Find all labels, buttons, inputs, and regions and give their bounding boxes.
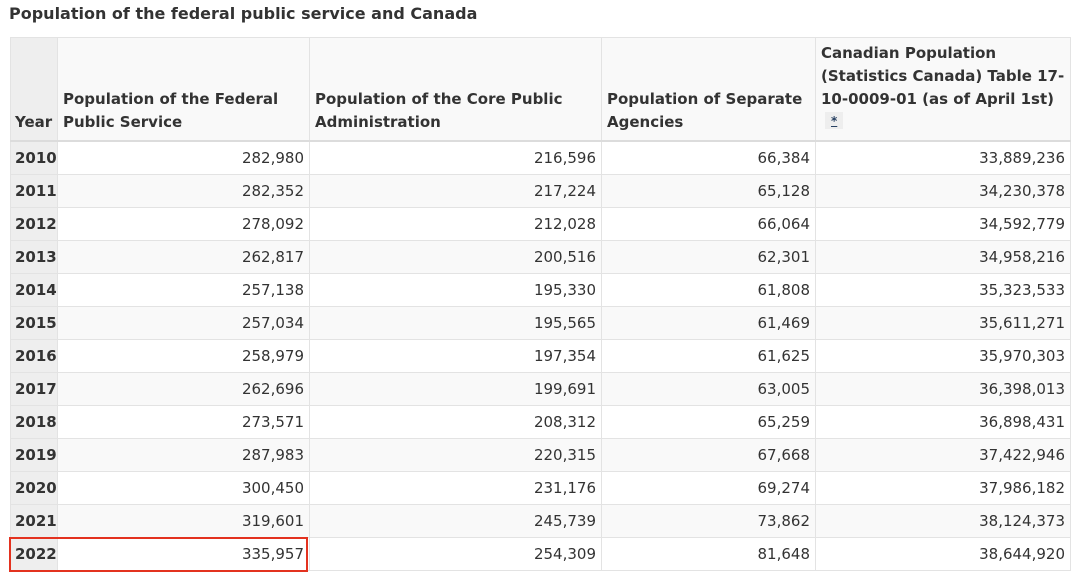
cell-separate-agencies: 69,274 [601,470,816,505]
column-header-core-public-administration: Population of the Core Public Administra… [309,37,602,142]
column-header-federal-public-service: Population of the Federal Public Service [57,37,310,142]
cell-canadian-population: 33,889,236 [815,140,1071,175]
cell-federal-public-service: 257,138 [57,272,310,307]
cell-federal-public-service: 335,957 [57,536,310,571]
row-year: 2013 [10,239,58,274]
population-table: Year Population of the Federal Public Se… [10,37,1071,571]
cell-core-public-administration: 195,565 [309,305,602,340]
column-header-year: Year [10,37,58,142]
cell-canadian-population: 36,898,431 [815,404,1071,439]
header-row: Year Population of the Federal Public Se… [10,37,1071,142]
cell-federal-public-service: 258,979 [57,338,310,373]
cell-separate-agencies: 67,668 [601,437,816,472]
cell-federal-public-service: 319,601 [57,503,310,538]
cell-core-public-administration: 216,596 [309,140,602,175]
cell-federal-public-service: 262,817 [57,239,310,274]
cell-canadian-population: 38,644,920 [815,536,1071,571]
cell-federal-public-service: 282,980 [57,140,310,175]
population-table-container: Year Population of the Federal Public Se… [10,37,1071,571]
cell-federal-public-service: 262,696 [57,371,310,406]
table-row: 2015 257,034 195,565 61,469 35,611,271 [10,305,1071,340]
table-row: 2011 282,352 217,224 65,128 34,230,378 [10,173,1071,208]
cell-separate-agencies: 65,128 [601,173,816,208]
cell-federal-public-service: 273,571 [57,404,310,439]
cell-canadian-population: 35,611,271 [815,305,1071,340]
table-row: 2021 319,601 245,739 73,862 38,124,373 [10,503,1071,538]
cell-core-public-administration: 199,691 [309,371,602,406]
cell-canadian-population: 36,398,013 [815,371,1071,406]
row-year: 2010 [10,140,58,175]
row-year: 2011 [10,173,58,208]
cell-core-public-administration: 200,516 [309,239,602,274]
table-row: 2013 262,817 200,516 62,301 34,958,216 [10,239,1071,274]
table-row: 2018 273,571 208,312 65,259 36,898,431 [10,404,1071,439]
row-year: 2020 [10,470,58,505]
cell-core-public-administration: 208,312 [309,404,602,439]
table-header: Year Population of the Federal Public Se… [10,37,1071,142]
row-year: 2012 [10,206,58,241]
cell-canadian-population: 34,958,216 [815,239,1071,274]
row-year: 2021 [10,503,58,538]
cell-core-public-administration: 197,354 [309,338,602,373]
cell-canadian-population: 37,422,946 [815,437,1071,472]
table-body: 2010 282,980 216,596 66,384 33,889,236 2011 28… [10,140,1071,571]
row-year: 2017 [10,371,58,406]
cell-core-public-administration: 217,224 [309,173,602,208]
cell-separate-agencies: 61,625 [601,338,816,373]
cell-separate-agencies: 61,808 [601,272,816,307]
table-row: 2020 300,450 231,176 69,274 37,986,182 [10,470,1071,505]
row-year: 2018 [10,404,58,439]
cell-canadian-population: 35,323,533 [815,272,1071,307]
table-row: 2017 262,696 199,691 63,005 36,398,013 [10,371,1071,406]
table-row: 2019 287,983 220,315 67,668 37,422,946 [10,437,1071,472]
table-row: 2022 335,957 254,309 81,648 38,644,920 [10,536,1071,571]
table-row: 2014 257,138 195,330 61,808 35,323,533 [10,272,1071,307]
cell-core-public-administration: 220,315 [309,437,602,472]
cell-federal-public-service: 282,352 [57,173,310,208]
table-row: 2010 282,980 216,596 66,384 33,889,236 [10,140,1071,175]
cell-federal-public-service: 300,450 [57,470,310,505]
table-caption: Population of the federal public service… [9,4,478,23]
cell-federal-public-service: 287,983 [57,437,310,472]
cell-canadian-population: 37,986,182 [815,470,1071,505]
row-year: 2014 [10,272,58,307]
cell-canadian-population: 34,230,378 [815,173,1071,208]
footnote-link[interactable]: * [825,112,844,129]
cell-core-public-administration: 195,330 [309,272,602,307]
cell-separate-agencies: 61,469 [601,305,816,340]
row-year: 2015 [10,305,58,340]
cell-canadian-population: 35,970,303 [815,338,1071,373]
cell-separate-agencies: 81,648 [601,536,816,571]
row-year: 2022 [10,536,58,571]
cell-separate-agencies: 73,862 [601,503,816,538]
table-row: 2016 258,979 197,354 61,625 35,970,303 [10,338,1071,373]
cell-separate-agencies: 62,301 [601,239,816,274]
cell-canadian-population: 34,592,779 [815,206,1071,241]
table-row: 2012 278,092 212,028 66,064 34,592,779 [10,206,1071,241]
cell-separate-agencies: 66,384 [601,140,816,175]
cell-federal-public-service: 257,034 [57,305,310,340]
cell-core-public-administration: 231,176 [309,470,602,505]
column-header-canadian-population: Canadian Population (Statistics Canada) … [815,37,1071,142]
row-year: 2016 [10,338,58,373]
cell-federal-public-service: 278,092 [57,206,310,241]
cell-separate-agencies: 65,259 [601,404,816,439]
cell-core-public-administration: 245,739 [309,503,602,538]
cell-canadian-population: 38,124,373 [815,503,1071,538]
cell-separate-agencies: 63,005 [601,371,816,406]
column-header-separate-agencies: Population of Separate Agencies [601,37,816,142]
cell-core-public-administration: 254,309 [309,536,602,571]
cell-core-public-administration: 212,028 [309,206,602,241]
cell-separate-agencies: 66,064 [601,206,816,241]
canadian-population-header-text: Canadian Population (Statistics Canada) … [821,44,1065,108]
row-year: 2019 [10,437,58,472]
